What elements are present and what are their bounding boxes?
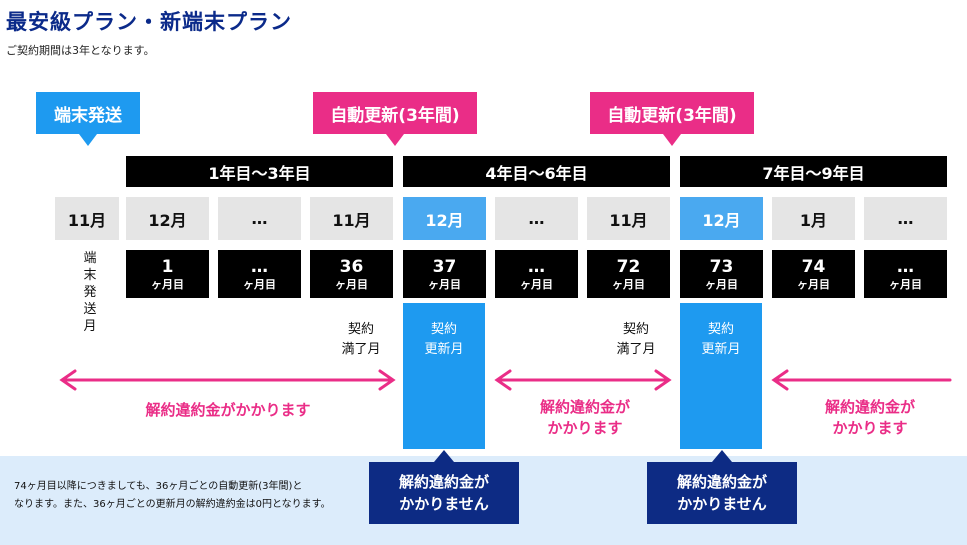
renewal-label-line: 契約 [707, 322, 734, 337]
year-bar-2: 4年目〜6年目 [403, 156, 670, 187]
no-penalty-line: かかりません [399, 495, 489, 513]
year-bar-3: 7年目〜9年目 [680, 156, 947, 187]
penalty-text-3: 解約違約金が かかります [800, 397, 940, 439]
month-cell-highlight: 12月 [403, 197, 486, 240]
month-cell: 11月 [55, 197, 119, 240]
no-penalty-callout-2: 解約違約金が かかりません [647, 450, 797, 524]
month-count-unit: ヶ月目 [889, 277, 922, 291]
info-line-1: 74ヶ月目以降につきましても、36ヶ月ごとの自動更新(3年間)と [14, 481, 303, 492]
renewal-column-1 [403, 303, 485, 449]
no-penalty-line: かかりません [677, 495, 767, 513]
month-cell: 11月 [587, 197, 670, 240]
penalty-text-line: 解約違約金が [824, 398, 915, 416]
expiry-month-label-1: 契約 満了月 [326, 320, 396, 360]
month-cell: 11月 [310, 197, 393, 240]
ship-month-label: 端末発送月 [83, 251, 97, 334]
month-count-number: 36 [339, 256, 364, 277]
month-cell: 12月 [126, 197, 209, 240]
month-count-unit: ヶ月目 [705, 277, 738, 291]
month-cell-highlight: 12月 [680, 197, 763, 240]
month-count-unit: ヶ月目 [797, 277, 830, 291]
month-count-unit: ヶ月目 [520, 277, 553, 291]
renewal-label-line: 更新月 [424, 342, 464, 357]
ship-tag: 端末発送 [36, 92, 140, 146]
renewal-label-line: 契約 [430, 322, 457, 337]
no-penalty-callout-1: 解約違約金が かかりません [369, 450, 519, 524]
month-cell: … [495, 197, 578, 240]
month-count-number: 73 [709, 256, 734, 277]
month-count-number: … [251, 256, 268, 277]
month-count-unit: ヶ月目 [335, 277, 368, 291]
month-count-cell: 74 ヶ月目 [772, 250, 855, 298]
month-count-cell: … ヶ月目 [495, 250, 578, 298]
month-count-number: … [897, 256, 914, 277]
month-count-unit: ヶ月目 [612, 277, 645, 291]
renewal-month-label-1: 契約 更新月 [403, 320, 485, 360]
penalty-text-line: 解約違約金が [539, 398, 630, 416]
month-count-cell: 72 ヶ月目 [587, 250, 670, 298]
month-cell: … [864, 197, 947, 240]
expiry-month-label-2: 契約 満了月 [601, 320, 671, 360]
month-count-unit: ヶ月目 [243, 277, 276, 291]
renewal-month-label-2: 契約 更新月 [680, 320, 762, 360]
expiry-label-line: 満了月 [341, 342, 381, 357]
renew-tag-2: 自動更新(3年間) [590, 92, 754, 146]
month-count-cell: 36 ヶ月目 [310, 250, 393, 298]
page-title: 最安級プラン・新端末プラン [6, 10, 292, 34]
month-count-number: 37 [432, 256, 457, 277]
renew-tag-1: 自動更新(3年間) [313, 92, 477, 146]
month-count-unit: ヶ月目 [428, 277, 461, 291]
month-count-number: … [528, 256, 545, 277]
year-bar-1: 1年目〜3年目 [126, 156, 393, 187]
no-penalty-line: 解約違約金が [676, 473, 767, 491]
penalty-text-line: かかります [547, 419, 623, 437]
month-count-cell: 73 ヶ月目 [680, 250, 763, 298]
month-count-number: 72 [616, 256, 641, 277]
renewal-column-2 [680, 303, 762, 449]
expiry-label-line: 契約 [347, 322, 374, 337]
penalty-text-line: かかります [832, 419, 908, 437]
info-text: 74ヶ月目以降につきましても、36ヶ月ごとの自動更新(3年間)と なります。また… [14, 478, 331, 514]
month-count-number: 74 [801, 256, 826, 277]
penalty-arrow-2 [494, 369, 672, 391]
month-cell: 1月 [772, 197, 855, 240]
month-count-number: 1 [161, 256, 174, 277]
month-count-cell: … ヶ月目 [864, 250, 947, 298]
penalty-arrow-1 [59, 369, 396, 391]
month-count-cell: 37 ヶ月目 [403, 250, 486, 298]
penalty-text-2: 解約違約金が かかります [515, 397, 655, 439]
month-count-cell: … ヶ月目 [218, 250, 301, 298]
month-cell: … [218, 197, 301, 240]
month-count-cell: 1 ヶ月目 [126, 250, 209, 298]
info-line-2: なります。また、36ヶ月ごとの更新月の解約違約金は0円となります。 [14, 499, 331, 510]
penalty-text-1: 解約違約金がかかります [145, 401, 311, 419]
penalty-arrow-3 [771, 369, 952, 391]
expiry-label-line: 契約 [622, 322, 649, 337]
no-penalty-line: 解約違約金が [398, 473, 489, 491]
month-count-unit: ヶ月目 [151, 277, 184, 291]
page-subtitle: ご契約期間は3年となります。 [6, 44, 155, 57]
renewal-label-line: 更新月 [701, 342, 741, 357]
expiry-label-line: 満了月 [616, 342, 656, 357]
